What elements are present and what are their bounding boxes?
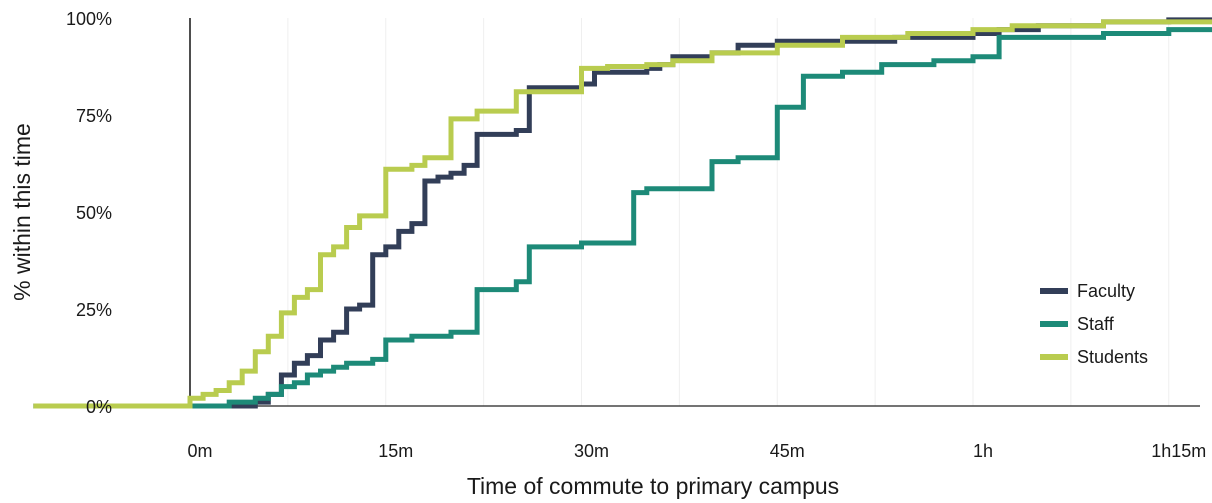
x-axis-title: Time of commute to primary campus <box>467 473 839 499</box>
y-tick-label: 25% <box>76 300 112 320</box>
x-tick-label: 45m <box>770 441 805 461</box>
legend-label: Staff <box>1077 314 1115 334</box>
y-tick-label: 100% <box>66 9 112 29</box>
x-tick-label: 1h15m <box>1151 441 1206 461</box>
x-tick-label: 1h <box>973 441 993 461</box>
x-tick-label: 15m <box>378 441 413 461</box>
series-line-staff <box>33 27 1212 409</box>
y-tick-label: 75% <box>76 106 112 126</box>
series-line-students <box>33 19 1212 409</box>
y-tick-label: 50% <box>76 203 112 223</box>
legend-label: Students <box>1077 347 1148 367</box>
x-tick-label: 0m <box>187 441 212 461</box>
tick-labels: 0% 25% 50% 75% 100% 0m 15m 30m 45m 1h 1h15m <box>66 9 1206 461</box>
legend-label: Faculty <box>1077 281 1135 301</box>
series-line-faculty <box>33 17 1212 409</box>
y-axis-title: % within this time <box>9 123 35 301</box>
y-tick-label: 0% <box>86 397 112 417</box>
series-lines <box>33 17 1212 409</box>
axes <box>145 18 1200 407</box>
x-tick-label: 30m <box>574 441 609 461</box>
legend: Faculty Staff Students <box>1040 281 1148 367</box>
